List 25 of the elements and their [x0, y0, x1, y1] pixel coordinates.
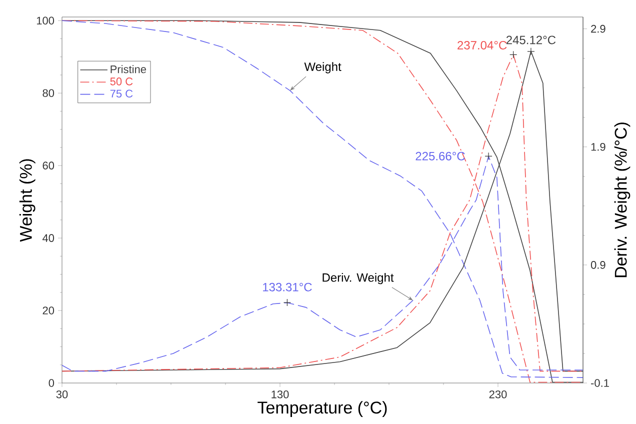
y2-tick-label: 2.9: [591, 24, 606, 33]
y-tick-label: 60: [42, 162, 54, 170]
y2-axis-title: Deriv. Weight (%/°C): [614, 122, 630, 278]
y-tick-label: 100: [36, 16, 54, 25]
x-tick-label: 230: [489, 390, 507, 398]
y-tick-label: 40: [42, 234, 54, 242]
legend-label: 75 C: [110, 90, 133, 98]
annotation: Deriv. Weight: [322, 272, 394, 284]
y-tick-label: 20: [42, 306, 54, 314]
y-axis-title: Weight (%): [19, 159, 36, 242]
point: [527, 48, 535, 56]
y2-tick-label: 1.9: [591, 142, 606, 151]
x-tick-label: 130: [272, 390, 289, 398]
legend-label: 50 C: [110, 78, 133, 86]
annotation: 133.31°C: [263, 282, 312, 292]
y-tick-label: 0: [48, 379, 54, 387]
x-axis-title: Temperature (°C): [258, 401, 387, 417]
legend-label: Pristine: [110, 65, 146, 74]
annotation: Weight: [304, 62, 342, 74]
annotation: 245.12°C: [506, 36, 556, 44]
y-tick-label: 80: [42, 89, 54, 97]
y2-tick-label: 0.9: [590, 261, 606, 269]
x-tick-label: 30: [56, 390, 68, 398]
annotation: 237.04°C: [458, 40, 507, 50]
y2-tick-label: -0.1: [591, 379, 609, 387]
